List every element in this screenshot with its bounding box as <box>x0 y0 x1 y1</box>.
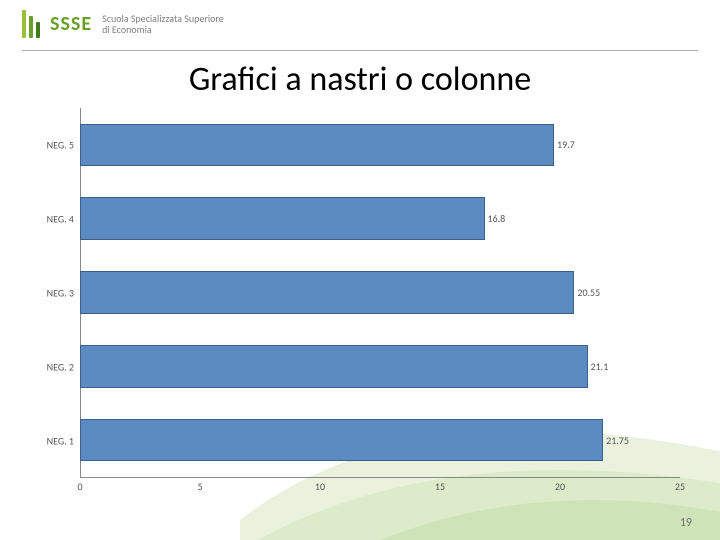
bar <box>81 272 573 313</box>
x-tick-label: 10 <box>315 480 325 493</box>
x-tick-label: 15 <box>435 480 445 493</box>
x-tick-label: 5 <box>197 480 202 493</box>
bar-row: 16.8 <box>81 198 680 239</box>
logo-bars-icon <box>22 10 40 38</box>
x-axis: 0510152025 <box>80 478 680 508</box>
slide: SSSE Scuola Specializzata Superiore di E… <box>0 0 720 540</box>
category-label: NEG. 5 <box>30 139 74 152</box>
x-tick-label: 20 <box>555 480 565 493</box>
page-title: Grafici a nastri o colonne <box>0 51 720 104</box>
category-label: NEG. 2 <box>30 361 74 374</box>
category-label: NEG. 3 <box>30 287 74 300</box>
bar-row: 21.75 <box>81 420 680 461</box>
x-tick-label: 0 <box>77 480 82 493</box>
bar <box>81 125 553 166</box>
bar-row: 21.1 <box>81 346 680 387</box>
logo-abbr: SSSE <box>50 12 92 36</box>
category-label: NEG. 1 <box>30 435 74 448</box>
bar-value-label: 19.7 <box>557 138 575 151</box>
logo-subtitle-2: di Economia <box>102 24 224 35</box>
bar <box>81 420 602 461</box>
header: SSSE Scuola Specializzata Superiore di E… <box>0 0 720 44</box>
category-label: NEG. 4 <box>30 213 74 226</box>
bar-value-label: 20.55 <box>577 286 600 299</box>
page-number: 19 <box>680 516 692 530</box>
bar-row: 20.55 <box>81 272 680 313</box>
x-tick-label: 25 <box>675 480 685 493</box>
bar <box>81 346 587 387</box>
logo: SSSE Scuola Specializzata Superiore di E… <box>22 10 698 38</box>
bar-row: 19.7 <box>81 125 680 166</box>
bar-value-label: 16.8 <box>488 212 506 225</box>
bar-chart: NEG. 5 NEG. 4 NEG. 3 NEG. 2 NEG. 1 19.7 16.8 2… <box>30 108 690 508</box>
bar <box>81 198 484 239</box>
bar-value-label: 21.75 <box>606 434 629 447</box>
plot-area: 19.7 16.8 20.55 21.1 21.75 <box>80 108 680 478</box>
bar-value-label: 21.1 <box>591 360 609 373</box>
